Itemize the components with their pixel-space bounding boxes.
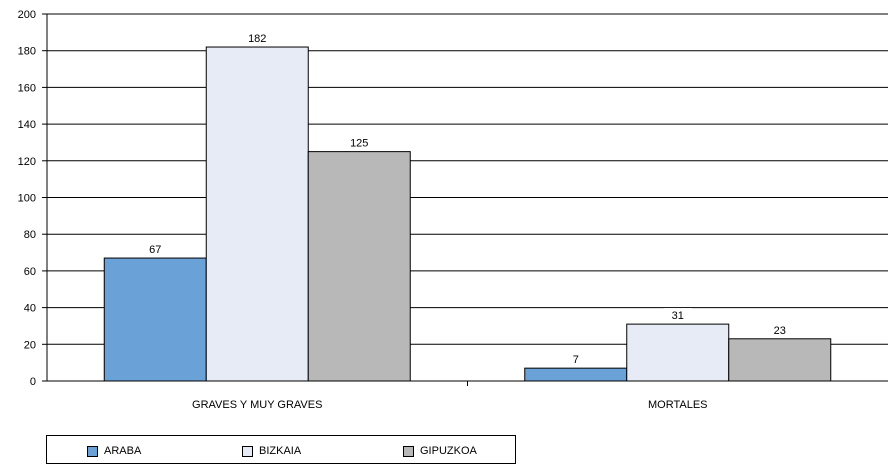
y-tick-label: 40	[24, 303, 36, 315]
data-label: 31	[672, 310, 684, 322]
bar-bizkaia-0	[205, 46, 309, 382]
data-label: 7	[573, 354, 579, 366]
data-label-bg	[141, 242, 170, 256]
data-label: 23	[774, 325, 786, 337]
data-label: 125	[350, 138, 368, 150]
legend-item-gipuzkoa: GIPUZKOA	[403, 445, 477, 457]
y-tick-label: 160	[18, 82, 36, 94]
x-category-label: MORTALES	[648, 399, 708, 411]
legend-item-bizkaia: BIZKAIA	[242, 445, 301, 457]
y-tick-label: 80	[24, 229, 36, 241]
data-label-bg	[663, 308, 692, 322]
y-tick-label: 140	[18, 119, 36, 131]
legend-label-gipuzkoa: GIPUZKOA	[420, 445, 477, 457]
y-tick-label: 100	[18, 193, 36, 205]
legend-swatch-araba	[87, 445, 98, 457]
y-tick-label: 20	[24, 339, 36, 351]
bar-araba-1	[524, 367, 628, 382]
bar-gipuzkoa-0	[307, 151, 411, 382]
data-label: 182	[248, 33, 266, 45]
legend: ARABA BIZKAIA GIPUZKOA	[46, 435, 516, 464]
legend-label-araba: ARABA	[104, 445, 142, 457]
bar-araba-0	[103, 257, 207, 382]
data-label-bg	[243, 31, 272, 45]
bars	[103, 46, 832, 382]
y-tick-label: 0	[30, 376, 36, 388]
data-label-bg	[561, 352, 590, 366]
legend-label-bizkaia: BIZKAIA	[259, 445, 302, 457]
y-tick-label: 60	[24, 266, 36, 278]
y-tick-label: 120	[18, 156, 36, 168]
data-label-bg	[765, 322, 794, 336]
y-tick-label: 200	[18, 9, 36, 21]
data-label: 67	[149, 244, 161, 256]
legend-swatch-gipuzkoa	[403, 445, 414, 457]
axes	[46, 14, 888, 382]
x-category-label: GRAVES Y MUY GRAVES	[192, 399, 322, 411]
legend-swatch-bizkaia	[242, 445, 253, 457]
legend-item-araba: ARABA	[87, 445, 141, 457]
data-label-bg	[345, 135, 374, 149]
x-axis-categories: GRAVES Y MUY GRAVES MORTALES	[192, 381, 708, 411]
bar-bizkaia-1	[626, 323, 730, 382]
data-labels: 67 182 125 7 31 23	[141, 31, 794, 366]
y-axis-ticks: 0 20 40 60 80 100 120 140 160 180 200	[18, 9, 47, 388]
y-tick-label: 180	[18, 46, 36, 58]
bar-gipuzkoa-1	[728, 338, 832, 382]
